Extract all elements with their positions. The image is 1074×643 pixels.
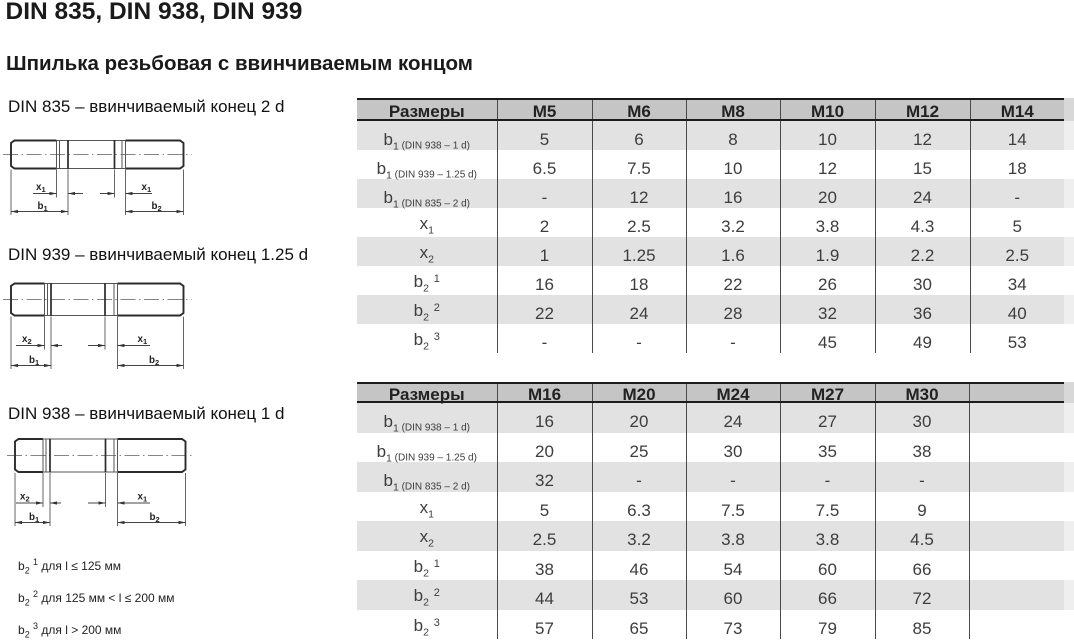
- svg-text:b1: b1: [38, 201, 48, 213]
- svg-text:x1: x1: [142, 182, 152, 194]
- svg-text:x1: x1: [138, 334, 148, 346]
- svg-text:b2: b2: [150, 512, 160, 524]
- svg-text:x1: x1: [36, 182, 46, 194]
- svg-text:x2: x2: [22, 334, 32, 346]
- svg-text:b2: b2: [152, 201, 162, 213]
- svg-text:b2: b2: [149, 355, 159, 367]
- svg-text:b1: b1: [29, 355, 39, 367]
- svg-text:b1: b1: [29, 512, 39, 524]
- svg-text:x1: x1: [138, 492, 148, 504]
- svg-text:x2: x2: [20, 492, 30, 504]
